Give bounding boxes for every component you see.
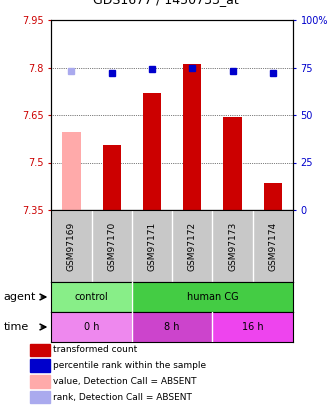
- Text: rank, Detection Call = ABSENT: rank, Detection Call = ABSENT: [53, 392, 192, 402]
- Text: GSM97174: GSM97174: [268, 222, 277, 271]
- Bar: [30, 375, 50, 388]
- Text: human CG: human CG: [187, 292, 238, 302]
- Bar: [183, 64, 201, 210]
- Text: control: control: [75, 292, 109, 302]
- Text: 8 h: 8 h: [165, 322, 180, 332]
- Text: 0 h: 0 h: [84, 322, 99, 332]
- Text: GSM97172: GSM97172: [188, 222, 197, 271]
- Text: percentile rank within the sample: percentile rank within the sample: [53, 361, 206, 370]
- Text: 16 h: 16 h: [242, 322, 263, 332]
- Bar: [30, 343, 50, 356]
- Text: value, Detection Call = ABSENT: value, Detection Call = ABSENT: [53, 377, 197, 386]
- Bar: [30, 391, 50, 403]
- Text: GDS1677 / 1450733_at: GDS1677 / 1450733_at: [93, 0, 238, 6]
- Text: GSM97169: GSM97169: [67, 222, 76, 271]
- Bar: [62, 132, 80, 210]
- Bar: [30, 359, 50, 372]
- Text: agent: agent: [3, 292, 36, 302]
- Text: GSM97171: GSM97171: [148, 222, 157, 271]
- Text: transformed count: transformed count: [53, 345, 137, 354]
- Bar: [143, 93, 161, 210]
- Text: time: time: [3, 322, 28, 332]
- Bar: [223, 117, 242, 210]
- Text: GSM97173: GSM97173: [228, 222, 237, 271]
- Text: GSM97170: GSM97170: [107, 222, 116, 271]
- Bar: [264, 183, 282, 210]
- Bar: [103, 145, 121, 210]
